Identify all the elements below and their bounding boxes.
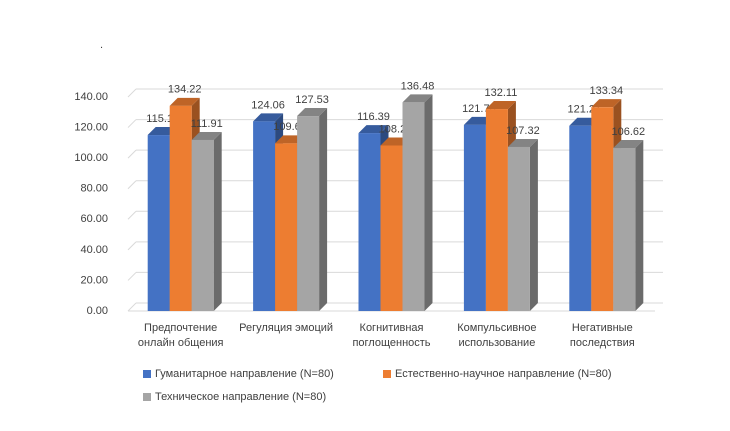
legend-swatch	[143, 393, 151, 401]
legend-item: Естественно-научное направление (N=80)	[383, 368, 612, 380]
x-tick-label: Компульсивное использование	[457, 322, 537, 349]
data-label: 136.48	[401, 80, 435, 92]
legend-item: Гуманитарное направление (N=80)	[143, 368, 334, 380]
y-tick-label: 60.00	[80, 213, 108, 225]
data-label: 134.22	[168, 84, 202, 96]
bar-front	[297, 116, 320, 312]
x-tick-label: Когнитивная поглощенность	[352, 322, 431, 349]
grid-line-side	[127, 180, 137, 190]
x-tick-label: Регуляция эмоций	[239, 322, 334, 334]
legend-label: Естественно-научное направление (N=80)	[395, 368, 612, 380]
y-tick-label: 20.00	[80, 274, 108, 286]
data-label: 107.32	[506, 125, 540, 137]
bar	[402, 94, 433, 311]
bar-side	[529, 138, 538, 311]
bar-side	[424, 94, 433, 311]
x-tick-label: Предпочтение онлайн общения	[137, 322, 224, 349]
bar-top	[591, 99, 622, 108]
y-tick-label: 140.00	[74, 91, 108, 103]
y-tick-label: 0.00	[87, 305, 108, 317]
bar	[613, 140, 644, 311]
data-label: 127.53	[295, 94, 329, 106]
grid-line-side	[127, 149, 137, 159]
bar-side	[635, 140, 644, 311]
legend-label: Техническое направление (N=80)	[155, 391, 327, 403]
y-tick-label: 80.00	[80, 183, 108, 195]
grid-line-side	[127, 302, 137, 312]
bar-top	[507, 138, 538, 147]
bar-top	[485, 101, 516, 110]
bar-front	[169, 105, 192, 311]
bar-top	[191, 131, 222, 140]
bar-front	[463, 124, 486, 311]
x-tick-label: Негативные последствия	[569, 322, 635, 349]
legend-label: Гуманитарное направление (N=80)	[155, 368, 334, 380]
bar	[191, 131, 222, 311]
data-label: 109.69	[273, 121, 307, 133]
legend-swatch	[143, 370, 151, 378]
bar-front	[402, 102, 425, 311]
legend-item: Техническое направление (N=80)	[143, 391, 326, 403]
bar-top	[297, 108, 328, 117]
data-label: 133.34	[589, 85, 623, 97]
bar-top	[253, 113, 284, 122]
bar-front	[485, 109, 508, 311]
data-label: 106.62	[611, 126, 645, 138]
grid-line-side	[127, 210, 137, 220]
bar-top	[358, 125, 389, 134]
data-label: 111.91	[191, 118, 223, 130]
grid-line-side	[127, 88, 137, 98]
legend-swatch	[383, 370, 391, 378]
bar-side	[319, 108, 328, 312]
y-tick-label: 100.00	[74, 152, 108, 164]
bar-front	[147, 135, 170, 311]
bar-front	[613, 148, 636, 311]
bar-side	[213, 131, 222, 311]
bar-front	[191, 139, 214, 311]
bar-front	[591, 107, 614, 311]
data-label: 132.11	[484, 87, 517, 99]
grid-line-side	[127, 241, 137, 251]
bar-top	[613, 140, 644, 149]
bar-front	[507, 146, 530, 311]
bar-top	[402, 94, 433, 103]
y-tick-label: 120.00	[74, 121, 108, 133]
bar-front	[380, 145, 403, 311]
data-label: 124.06	[251, 99, 285, 111]
chart-title: .	[100, 39, 103, 51]
grid-line-side	[127, 119, 137, 128]
y-tick-label: 40.00	[80, 244, 108, 256]
bar	[507, 138, 538, 311]
bar	[297, 108, 328, 312]
data-label: 116.39	[357, 111, 390, 123]
bar-front	[358, 133, 381, 311]
bar-top	[169, 97, 200, 106]
bar-front	[275, 143, 298, 311]
grid-line-side	[127, 272, 137, 281]
bar-front	[569, 125, 592, 311]
bar-front	[253, 121, 276, 312]
